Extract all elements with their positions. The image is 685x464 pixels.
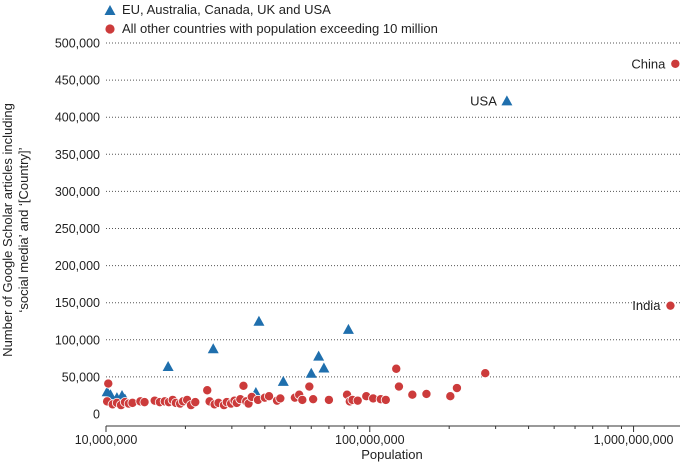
x-tick-label: 10,000,000 [75,433,138,447]
circle-point [264,391,275,402]
circle-point [202,385,213,396]
y-tick-label: 350,000 [55,148,100,162]
circle-point [393,381,404,392]
y-axis-label-line2: ‘social media’ and ‘[Country]’ [16,147,31,312]
x-tick-label: 100,000,000 [335,433,405,447]
legend-item-circle: All other countries with population exce… [104,19,438,38]
legend-label-other: All other countries with population exce… [122,20,438,36]
y-tick-label: 200,000 [55,259,100,273]
triangle-marker-icon [104,4,116,15]
circle-point [323,394,334,405]
y-tick-label: 0 [93,408,100,422]
triangle-point [318,362,330,373]
legend: EU, Australia, Canada, UK and USA All ot… [104,0,438,38]
circle-point [103,378,114,389]
gridlines [106,42,680,378]
triangle-point [162,361,174,372]
circle-point [304,381,315,392]
circle-point [139,397,150,408]
circle-point [407,389,418,400]
circle-point [308,394,319,405]
triangle-point [501,95,513,106]
legend-item-triangle: EU, Australia, Canada, UK and USA [104,0,438,19]
circle-point [391,363,402,374]
data-points [101,58,681,411]
x-axis: 10,000,000 100,000,000 1,000,000,000 [75,425,680,447]
circle-point [421,388,432,399]
point-annotations: USA India China [470,56,666,313]
circle-point [190,397,201,408]
circle-point [445,391,456,402]
point-label-china: China [631,56,666,71]
x-axis-label: Population [361,447,422,462]
circle-point [670,58,681,69]
circle-point [352,395,363,406]
y-tick-label: 150,000 [55,296,100,310]
triangle-point [342,323,354,334]
circle-point [238,380,249,391]
y-tick-label: 500,000 [55,37,100,51]
y-tick-label: 100,000 [55,333,100,347]
y-tick-label: 450,000 [55,74,100,88]
triangle-point [305,367,317,378]
y-tick-label: 50,000 [62,370,100,384]
y-tick-label: 400,000 [55,111,100,125]
point-label-india: India [632,298,661,313]
triangle-point [207,343,219,354]
x-tick-label: 1,000,000,000 [594,433,674,447]
y-axis-ticks: 0 50,000 100,000 150,000 200,000 250,000 300,0… [55,37,100,422]
circle-point [297,394,308,405]
y-tick-label: 300,000 [55,185,100,199]
point-label-usa: USA [470,93,497,108]
triangle-point [277,375,289,386]
circle-point [480,368,491,379]
circle-point [380,394,391,405]
y-axis-label-line1: Number of Google Scholar articles includ… [0,103,15,357]
triangle-point [253,315,265,326]
circle-marker-icon [105,23,115,34]
triangle-point [313,350,325,361]
legend-label-eu: EU, Australia, Canada, UK and USA [122,1,331,17]
circle-point [665,300,676,311]
circle-point [451,383,462,394]
y-tick-label: 250,000 [55,222,100,236]
circle-point [275,393,286,404]
